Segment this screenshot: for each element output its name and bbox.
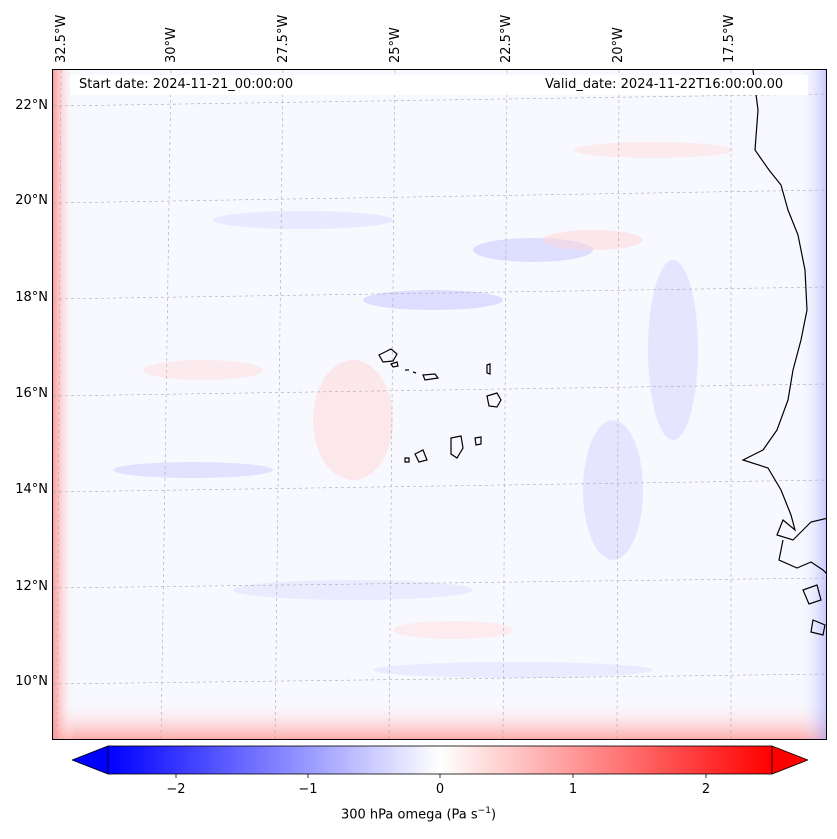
colorbar-body <box>107 745 773 775</box>
lat-label-20n: 20°N <box>15 193 48 208</box>
lat-label-16n: 16°N <box>15 386 48 401</box>
lon-label-27-5w: 27.5°W <box>276 14 291 63</box>
blue-patches <box>113 211 698 678</box>
lat-label-18n: 18°N <box>15 290 48 305</box>
graticule <box>53 70 826 739</box>
red-patches <box>143 142 733 639</box>
colorbar-tick-2: 2 <box>701 782 711 797</box>
colorbar-tick-1: 1 <box>568 782 578 797</box>
lon-label-30w: 30°W <box>164 27 179 63</box>
lon-label-17-5w: 17.5°W <box>722 14 737 63</box>
colorbar <box>72 745 808 778</box>
colorbar-label-sup: −1 <box>477 806 491 816</box>
omega-field <box>53 70 826 739</box>
lon-label-20w: 20°W <box>611 27 626 63</box>
valid-date-label: Valid_date: 2024-11-22T16:00:00.00 <box>545 77 784 92</box>
colorbar-label-end: ) <box>490 807 497 823</box>
lat-label-12n: 12°N <box>15 579 48 594</box>
date-header-strip <box>70 75 808 95</box>
colorbar-tick-neg2: −2 <box>166 782 186 797</box>
lat-label-14n: 14°N <box>15 482 48 497</box>
colorbar-tick-marks <box>175 774 707 778</box>
colorbar-high-extend <box>771 745 808 775</box>
map-panel <box>52 69 827 740</box>
coastline <box>378 70 826 636</box>
colorbar-label-text: 300 hPa omega (Pa s <box>340 807 478 823</box>
lon-label-25w: 25°W <box>388 27 403 63</box>
lon-label-32-5w: 32.5°W <box>54 14 69 63</box>
colorbar-tick-neg1: −1 <box>298 782 318 797</box>
lat-label-22n: 22°N <box>15 98 48 113</box>
lat-label-10n: 10°N <box>15 674 48 689</box>
colorbar-low-extend <box>72 745 109 775</box>
colorbar-label: 300 hPa omega (Pa s−1) <box>0 806 837 822</box>
lon-label-22-5w: 22.5°W <box>499 14 514 63</box>
start-date-label: Start date: 2024-11-21_00:00:00 <box>79 77 294 92</box>
colorbar-tick-0: 0 <box>435 782 445 797</box>
